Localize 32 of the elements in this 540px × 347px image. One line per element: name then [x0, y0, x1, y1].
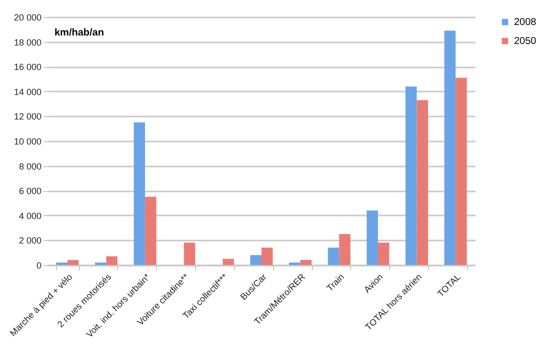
bar	[456, 78, 467, 265]
bar	[250, 255, 262, 265]
y-tick-label: 2 000	[18, 236, 42, 246]
y-tick-label: 8 000	[18, 161, 42, 172]
bar	[406, 86, 417, 265]
y-tick-label: 20 000	[14, 12, 42, 22]
bar	[366, 210, 378, 265]
bar	[222, 258, 234, 265]
y-tick-label: 4 000	[18, 210, 42, 221]
y-tick-label: 12 000	[14, 112, 42, 122]
bar	[134, 122, 146, 265]
y-axis-title: km/hab/an	[54, 28, 104, 38]
bar	[444, 30, 456, 265]
legend-label: 2050	[514, 36, 537, 47]
y-tick-label: 14 000	[14, 86, 42, 97]
bar	[416, 100, 428, 265]
bar	[262, 248, 273, 265]
bar	[339, 234, 350, 265]
y-tick-label: 16 000	[14, 62, 42, 72]
y-tick-label: 0	[36, 260, 42, 270]
y-tick-label: 18 000	[14, 37, 42, 48]
bar	[378, 242, 390, 265]
x-tick-label: Train	[324, 272, 346, 294]
y-tick-label: 10 000	[14, 136, 42, 146]
y-tick-label: 6 000	[18, 186, 42, 196]
bar	[145, 196, 156, 265]
bar	[106, 256, 118, 265]
bar	[67, 260, 79, 265]
legend-label: 2008	[514, 17, 537, 28]
bar	[184, 242, 196, 265]
bar	[300, 260, 312, 265]
bar	[328, 248, 340, 265]
